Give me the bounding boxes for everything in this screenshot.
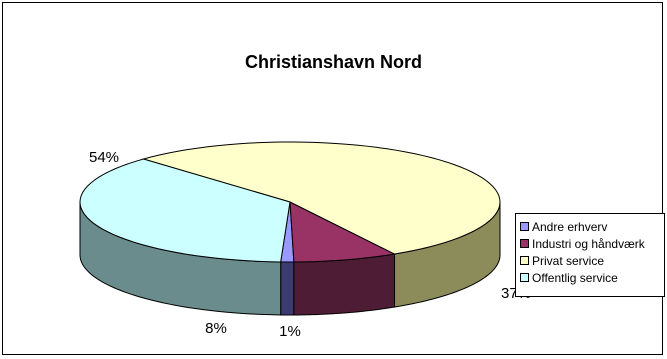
chart-title: Christianshavn Nord — [244, 52, 423, 72]
pie-slice — [289, 201, 397, 263]
data-label: 54% — [89, 149, 119, 166]
legend-label: Andre erhverv — [532, 219, 608, 234]
legend-item: Industri og håndværk — [516, 235, 664, 252]
data-label: 8% — [205, 320, 227, 337]
legend-item: Privat service — [516, 252, 664, 269]
pie-slice-side — [280, 261, 295, 316]
legend-item: Offentlig service — [516, 269, 664, 286]
legend-swatch — [520, 222, 529, 231]
pie-slice-side — [293, 253, 396, 316]
legend-label: Offentlig service — [532, 270, 618, 285]
data-label: 1% — [279, 323, 301, 340]
legend-swatch — [520, 239, 529, 248]
legend-item: Andre erhverv — [516, 218, 664, 235]
legend-swatch — [520, 256, 529, 265]
pie-slice — [141, 141, 501, 255]
legend-swatch — [520, 273, 529, 282]
legend: Andre erhverv Industri og håndværk Priva… — [515, 213, 665, 297]
legend-label: Privat service — [532, 253, 605, 268]
legend-label: Industri og håndværk — [532, 236, 645, 251]
pie-slice — [79, 158, 291, 263]
